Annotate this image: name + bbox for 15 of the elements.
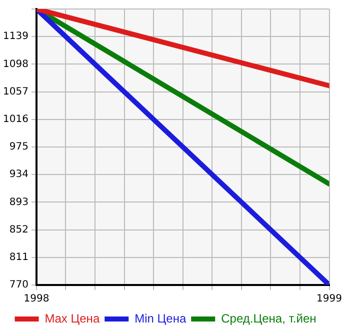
x-tick-label: 1998 [24, 294, 50, 305]
y-tick-label: 975 [9, 142, 28, 153]
y-tick-label: 934 [9, 169, 28, 180]
y-tick-label: 893 [9, 196, 28, 208]
y-tick-label: 770 [9, 280, 28, 291]
y-tick-label: 1057 [2, 86, 28, 98]
x-tick-label: 1999 [316, 294, 342, 305]
legend-label: Min Цена [134, 311, 186, 326]
legend-label: Сред.Цена, т.йен [221, 311, 316, 326]
y-tick-label: 1098 [2, 58, 28, 70]
legend-label: Max Цена [44, 311, 100, 326]
y-tick-label: 1016 [2, 114, 28, 125]
y-tick-label: 811 [9, 252, 28, 263]
y-tick-label: 852 [9, 224, 28, 236]
y-tick-label: 1139 [2, 31, 28, 42]
